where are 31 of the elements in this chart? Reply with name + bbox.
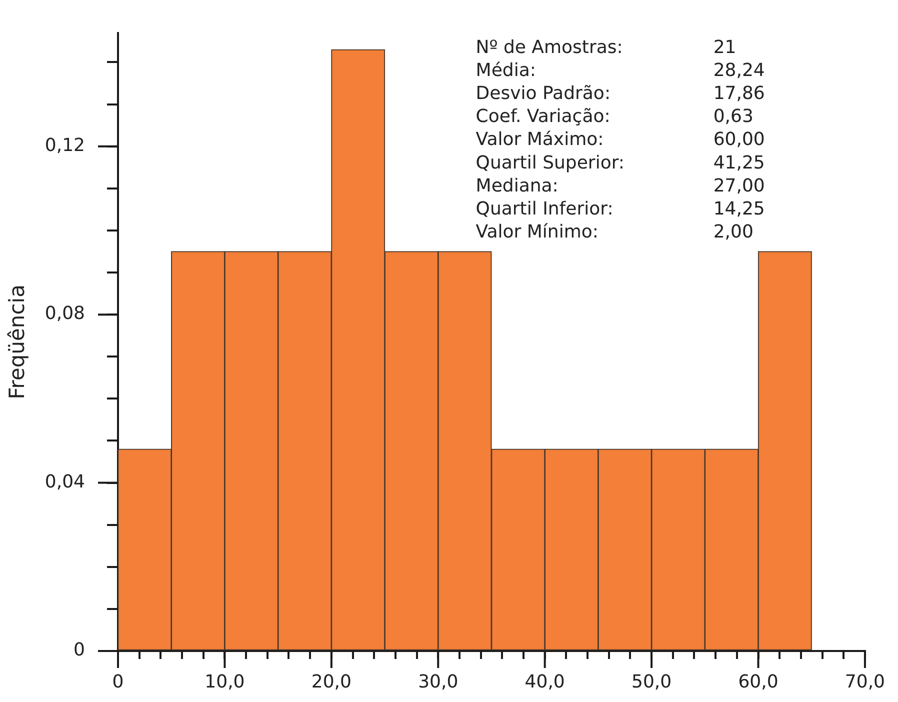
x-tick-label: 40,0 [524, 671, 565, 692]
y-tick-label: 0,08 [44, 303, 85, 324]
annotation: 17,86 [713, 83, 765, 104]
x-tick-label: 60,0 [738, 671, 778, 692]
annotation: Coef. Variação: [476, 106, 610, 128]
annotation: Mediana: [476, 175, 558, 196]
annotation: Quartil Inferior: [476, 198, 614, 220]
x-tick-label: 50,0 [632, 671, 672, 692]
annotation: Média: [476, 60, 536, 81]
x-tick-label: 70,0 [844, 671, 885, 692]
annotation: 0,63 [713, 106, 754, 128]
annotation: 60,00 [713, 129, 765, 150]
y-axis-title: Freqüência [5, 284, 30, 400]
annotation: 41,25 [713, 152, 765, 174]
annotation: Nº de Amostras: [476, 36, 623, 58]
y-tick-label: 0,04 [44, 471, 85, 492]
annotation: Valor Mínimo: [476, 222, 598, 243]
annotation: Quartil Superior: [476, 152, 624, 174]
x-tick-label: 30,0 [418, 671, 458, 692]
x-tick-label: 10,0 [204, 671, 245, 692]
annotation: 28,24 [713, 60, 765, 81]
annotation: 21 [713, 36, 736, 58]
annotation: Valor Máximo: [476, 129, 604, 150]
annotation: Desvio Padrão: [476, 83, 611, 104]
annotation: 27,00 [713, 175, 765, 196]
x-tick-label: 0 [112, 671, 124, 692]
x-tick-label: 20,0 [311, 671, 352, 692]
annotation: 14,25 [713, 198, 765, 220]
annotation: 2,00 [713, 222, 754, 243]
y-tick-label: 0,12 [44, 135, 85, 156]
y-tick-label: 0 [74, 640, 85, 661]
